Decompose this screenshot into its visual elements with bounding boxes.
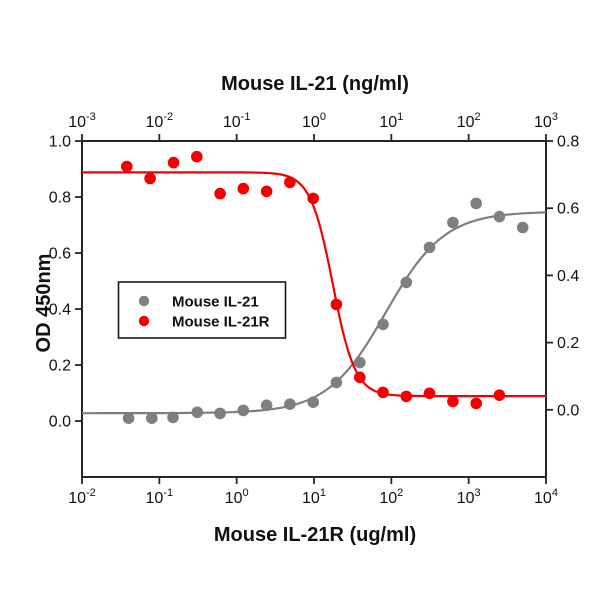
data-point-il21r: [191, 150, 203, 163]
right-axis-tick-label: 0.6: [557, 201, 579, 218]
legend-label-il21r: Mouse IL-21R: [172, 314, 270, 331]
top-axis-tick-label: 101: [379, 111, 403, 131]
data-point-il21r: [377, 386, 389, 399]
data-point-il21r: [330, 298, 343, 311]
data-point-il21r: [214, 187, 226, 200]
data-point-il21r: [167, 156, 180, 169]
right-axis-tick-label: 0.8: [557, 134, 579, 151]
top-axis-tick-label: 10-3: [68, 111, 96, 131]
data-point-il21r: [284, 176, 296, 189]
bottom-axis-tick-label: 10-2: [68, 487, 96, 507]
data-point-il21r: [307, 192, 320, 205]
data-point-il21: [167, 411, 179, 424]
data-point-il21r: [121, 160, 133, 173]
data-point-il21: [146, 412, 158, 425]
bottom-axis-tick-label: 102: [379, 487, 403, 507]
data-point-il21r: [470, 397, 483, 410]
left-axis-tick-label: 0.6: [49, 246, 71, 263]
top-axis-tick-label: 10-1: [223, 111, 251, 131]
axes-layer: 10-3 10-2 10-1 100 101 102 103 10-2 10-1 100 101 10…: [49, 111, 580, 507]
data-point-il21: [191, 406, 204, 419]
bottom-axis-tick-label: 103: [457, 487, 481, 507]
data-point-il21: [447, 216, 459, 229]
data-point-il21r: [423, 387, 436, 400]
left-axis-tick-label: 0.2: [49, 358, 71, 375]
series-layer: [82, 150, 547, 425]
data-point-il21: [400, 276, 413, 289]
data-point-il21r: [493, 389, 506, 402]
bottom-axis-tick-label: 100: [225, 487, 249, 507]
data-point-il21: [516, 221, 529, 234]
data-point-il21: [260, 399, 273, 412]
data-point-il21: [493, 210, 506, 223]
right-axis-tick-label: 0.2: [557, 335, 579, 352]
data-point-il21: [284, 398, 296, 411]
top-axis-tick-label: 100: [302, 111, 326, 131]
left-axis-tick-label: 0.4: [49, 302, 71, 319]
left-axis-tick-label: 0.8: [49, 190, 71, 207]
legend-label-il21: Mouse IL-21: [172, 294, 259, 311]
legend-marker-il21r: [138, 315, 150, 327]
legend-box: [117, 281, 287, 339]
top-axis-tick-label: 103: [534, 111, 558, 131]
bottom-axis-tick-label: 104: [534, 487, 558, 507]
left-axis-title: OD 450nm: [33, 254, 55, 353]
data-point-il21: [470, 197, 483, 210]
right-axis-tick-label: 0.4: [557, 268, 579, 285]
data-point-il21r: [400, 390, 413, 403]
top-axis-tick-label: 102: [457, 111, 481, 131]
data-point-il21r: [237, 182, 250, 195]
top-axis-tick-label: 10-2: [146, 111, 174, 131]
fit-curve-il21r: [82, 171, 546, 398]
bottom-axis-tick-label: 101: [302, 487, 326, 507]
data-point-il21: [122, 412, 135, 425]
data-point-il21r: [354, 371, 366, 384]
data-point-il21: [307, 396, 320, 409]
right-axis-tick-label: 0.0: [557, 402, 579, 419]
data-point-il21: [214, 407, 226, 420]
bottom-axis-title: Mouse IL-21R (ug/ml): [214, 524, 416, 546]
bottom-axis-tick-label: 10-1: [146, 487, 174, 507]
top-axis-title: Mouse IL-21 (ng/ml): [221, 73, 409, 95]
data-point-il21r: [144, 172, 156, 185]
data-point-il21: [330, 376, 343, 389]
data-point-il21r: [447, 395, 459, 408]
legend-marker-il21: [138, 295, 150, 307]
data-point-il21: [423, 241, 436, 254]
data-point-il21r: [260, 185, 273, 198]
data-point-il21: [377, 318, 389, 331]
data-point-il21: [237, 404, 250, 417]
data-point-il21: [354, 356, 366, 369]
legend: Mouse IL-21 Mouse IL-21R: [117, 281, 287, 339]
left-axis-tick-label: 0.0: [49, 414, 71, 431]
left-axis-tick-label: 1.0: [49, 134, 71, 151]
